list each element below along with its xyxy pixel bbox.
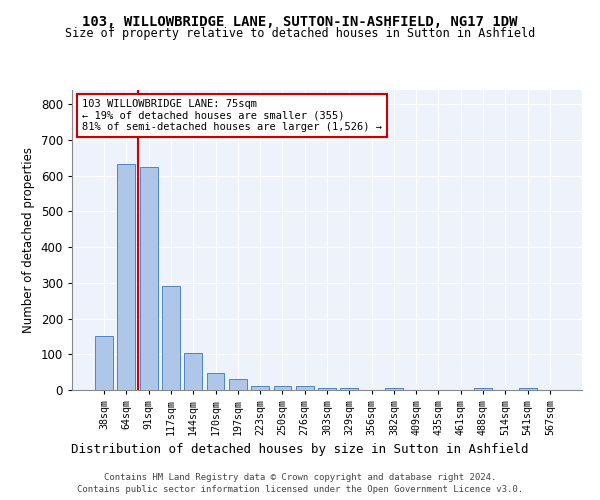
Text: Contains public sector information licensed under the Open Government Licence v3: Contains public sector information licen…: [77, 485, 523, 494]
Bar: [340, 388, 358, 390]
Text: 103, WILLOWBRIDGE LANE, SUTTON-IN-ASHFIELD, NG17 1DW: 103, WILLOWBRIDGE LANE, SUTTON-IN-ASHFIE…: [82, 15, 518, 29]
Bar: [206, 373, 224, 390]
Bar: [184, 353, 202, 390]
Bar: [296, 386, 314, 390]
Bar: [162, 286, 180, 390]
Text: Size of property relative to detached houses in Sutton in Ashfield: Size of property relative to detached ho…: [65, 28, 535, 40]
Bar: [140, 167, 158, 390]
Bar: [95, 336, 113, 390]
Bar: [251, 386, 269, 390]
Bar: [118, 164, 136, 390]
Bar: [518, 388, 536, 390]
Bar: [229, 380, 247, 390]
Bar: [385, 388, 403, 390]
Y-axis label: Number of detached properties: Number of detached properties: [22, 147, 35, 333]
Text: 103 WILLOWBRIDGE LANE: 75sqm
← 19% of detached houses are smaller (355)
81% of s: 103 WILLOWBRIDGE LANE: 75sqm ← 19% of de…: [82, 99, 382, 132]
Bar: [274, 386, 292, 390]
Text: Distribution of detached houses by size in Sutton in Ashfield: Distribution of detached houses by size …: [71, 442, 529, 456]
Bar: [318, 388, 336, 390]
Bar: [474, 388, 492, 390]
Text: Contains HM Land Registry data © Crown copyright and database right 2024.: Contains HM Land Registry data © Crown c…: [104, 472, 496, 482]
